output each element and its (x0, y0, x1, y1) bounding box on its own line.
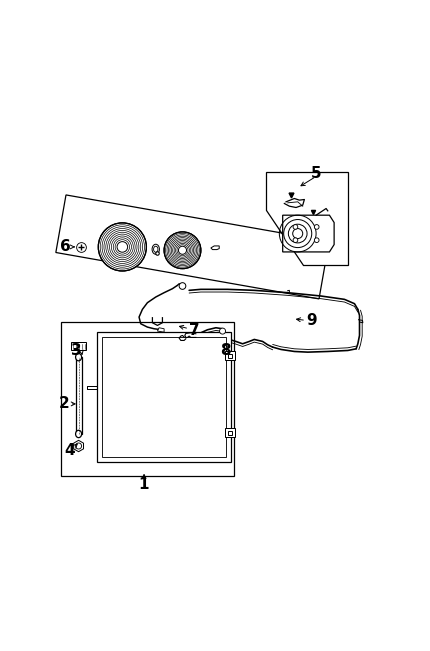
Bar (75, 357, 81, 434)
Text: 9: 9 (305, 313, 316, 328)
Circle shape (292, 225, 297, 229)
Circle shape (219, 328, 225, 334)
Text: 7: 7 (188, 323, 199, 338)
Ellipse shape (75, 353, 81, 361)
Bar (224, 428, 234, 437)
Text: 2: 2 (58, 396, 69, 411)
Text: 5: 5 (310, 166, 321, 181)
Circle shape (313, 238, 318, 243)
Bar (71, 342, 86, 350)
Circle shape (179, 283, 185, 289)
Polygon shape (74, 440, 83, 452)
Circle shape (98, 223, 146, 271)
Circle shape (292, 238, 297, 243)
Text: 4: 4 (64, 443, 75, 458)
Bar (224, 351, 234, 361)
Circle shape (117, 242, 127, 252)
Bar (60, 322, 234, 476)
Polygon shape (265, 172, 347, 266)
Polygon shape (56, 195, 329, 299)
Polygon shape (282, 215, 333, 252)
Circle shape (313, 225, 318, 229)
Circle shape (178, 246, 186, 255)
Ellipse shape (75, 430, 81, 437)
Text: 3: 3 (71, 343, 82, 358)
Ellipse shape (152, 244, 159, 255)
Text: 8: 8 (220, 343, 230, 358)
Polygon shape (157, 327, 164, 332)
Text: 6: 6 (60, 240, 71, 255)
Text: 1: 1 (138, 477, 149, 492)
Polygon shape (97, 332, 230, 462)
Polygon shape (210, 246, 219, 249)
Circle shape (164, 232, 200, 269)
